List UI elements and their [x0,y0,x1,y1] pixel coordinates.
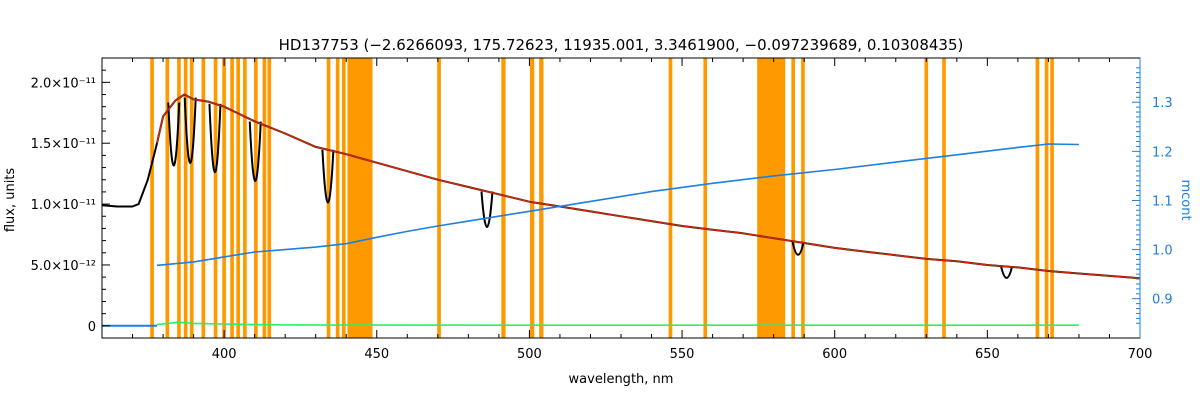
masked-band [1035,58,1040,338]
left-axis-ticks: 0 5.0×10⁻¹² 1.0×10⁻¹¹ 1.5×10⁻¹¹ 2.0×10⁻¹¹ [31,57,110,335]
masked-band [530,58,535,338]
model-series [156,93,1141,280]
absorption-line [208,103,222,174]
masked-band [668,58,673,338]
masked-band [236,58,240,338]
x-tick-label: 650 [975,347,1000,362]
masked-band [254,58,258,338]
masked-band [347,58,373,338]
masked-band [177,58,181,338]
right-axis-ticks: 0.9 1.0 1.1 1.2 1.3 [1132,67,1173,324]
masked-bands [150,58,1054,338]
masked-band [335,58,340,338]
masked-band [757,58,786,338]
masked-band [791,58,796,338]
masked-band [326,58,331,338]
x-axis-label: wavelength, nm [569,372,674,387]
x-tick-label: 700 [1128,347,1153,362]
masked-band [262,58,267,338]
masked-band [1050,58,1054,338]
masked-band [703,58,708,338]
x-axis-ticks: 400 450 500 550 600 650 700 [101,58,1153,362]
right-tick-label: 1.2 [1152,145,1173,160]
chart-title: HD137753 (−2.6266093, 175.72623, 11935.0… [279,36,964,54]
absorption-line [167,102,181,167]
masked-band [924,58,929,338]
masked-band [165,58,170,338]
x-tick-label: 600 [822,347,847,362]
y-tick-label: 1.0×10⁻¹¹ [31,198,96,213]
masked-band [437,58,441,338]
residuals-series [156,321,1079,327]
masked-band [501,58,506,338]
y-tick-label: 5.0×10⁻¹² [31,259,96,274]
masked-band [201,58,206,338]
masked-band [267,58,272,338]
y-tick-label: 2.0×10⁻¹¹ [31,76,96,91]
masked-band [341,58,346,338]
absorption-line [183,97,197,165]
right-tick-label: 1.3 [1152,96,1173,111]
masked-band [213,58,218,338]
right-tick-label: 0.9 [1152,293,1173,308]
right-tick-label: 1.0 [1152,244,1173,259]
series-lines [101,93,1141,327]
masked-band [801,58,805,338]
absorption-line [321,149,335,204]
masked-band [189,58,194,338]
masked-band [539,58,544,338]
absorption-line [248,121,262,182]
absorption-line [791,241,805,256]
masked-band [1044,58,1049,338]
masked-band [183,58,188,338]
masked-band [222,58,226,338]
masked-band [150,58,154,338]
x-tick-label: 550 [670,347,695,362]
y-axis-label-right: mcont [1178,179,1193,220]
masked-band [942,58,946,338]
continuum-series [156,143,1079,267]
x-tick-label: 450 [364,347,389,362]
right-tick-label: 1.1 [1152,194,1173,209]
masked-band [243,58,247,338]
y-tick-label: 1.5×10⁻¹¹ [31,137,96,152]
y-axis-label-left: flux, units [3,168,18,233]
absorption-line [1000,266,1014,279]
masked-band [230,58,234,338]
x-tick-label: 500 [517,347,542,362]
absorption-line [480,191,494,229]
x-tick-label: 400 [212,347,237,362]
y-tick-label: 0 [88,320,96,335]
